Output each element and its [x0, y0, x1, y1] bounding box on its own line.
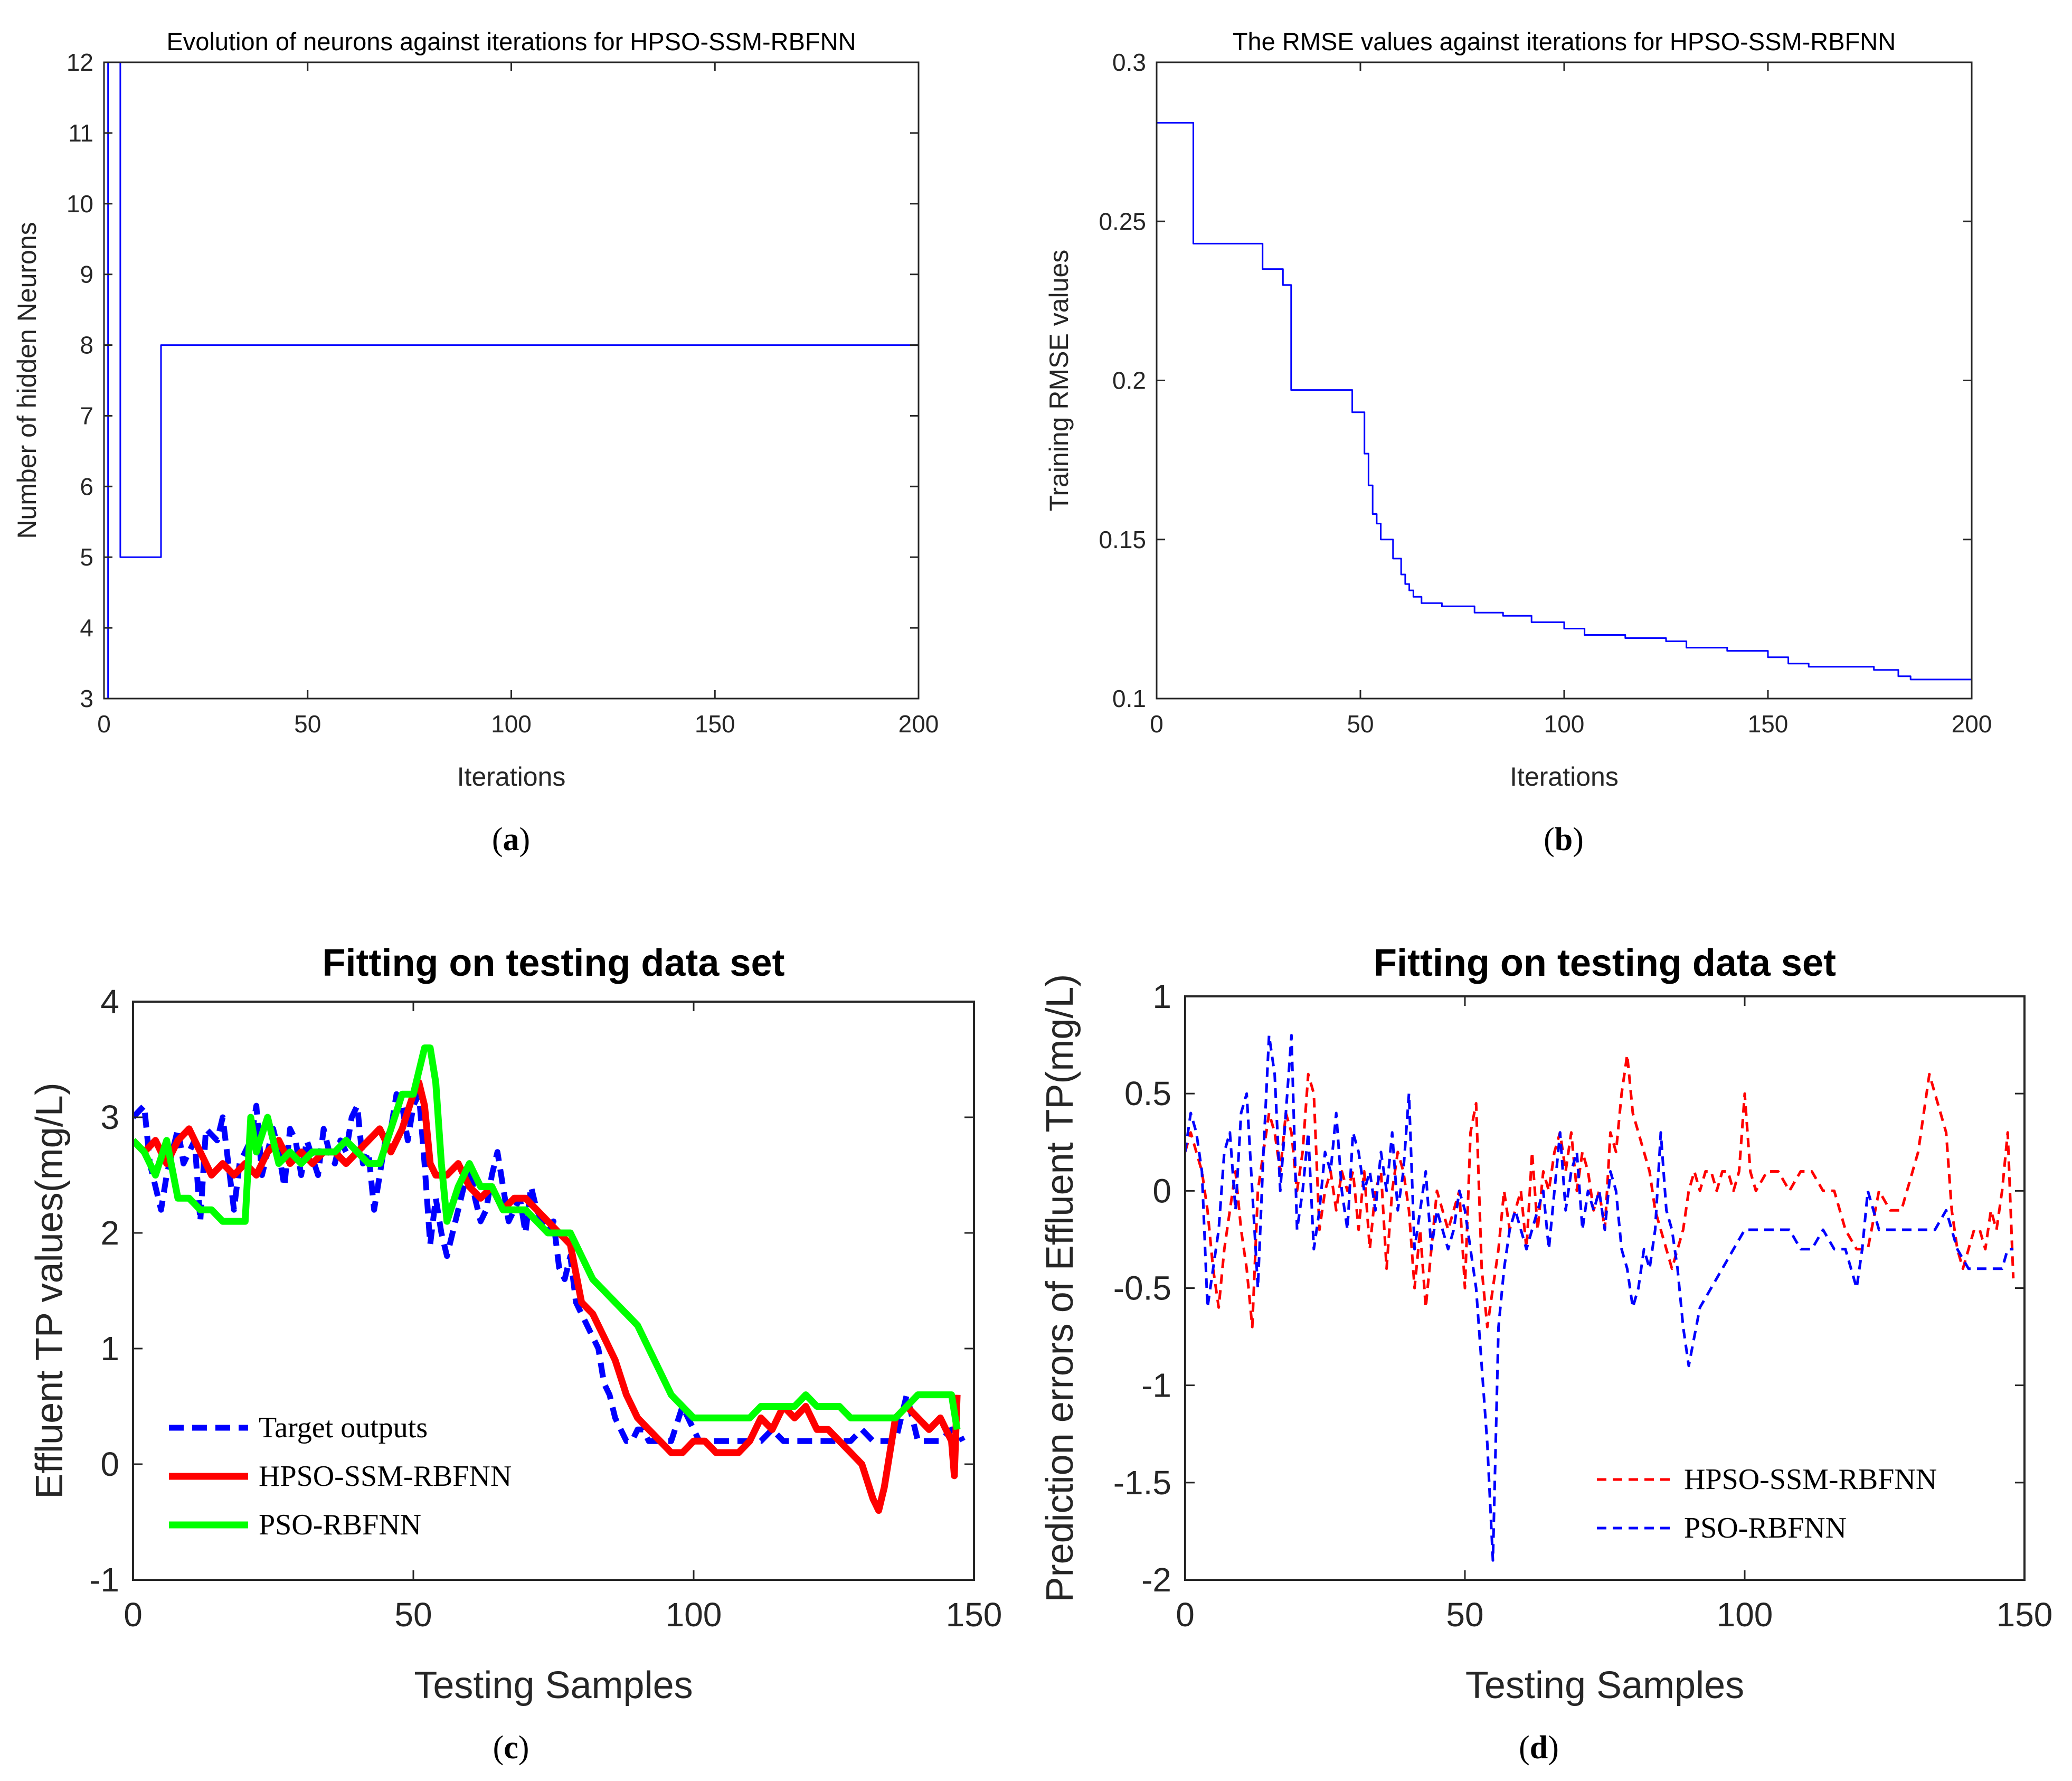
plot-area — [133, 1002, 974, 1580]
y-axis-label: Effluent TP values(mg/L) — [29, 1082, 71, 1499]
caption-close: ) — [519, 822, 531, 857]
x-axis-label: Iterations — [457, 762, 566, 791]
series-line-pso-rbfnn — [1185, 1034, 2013, 1562]
y-tick-label: 0.2 — [1112, 367, 1146, 394]
caption-open: ( — [492, 822, 503, 857]
panel-b-rmse-chart: 0 50 100 150 200 0.1 0.15 0.2 0.25 0.3 The RMSE va… — [1044, 27, 1992, 857]
y-tick-label: 4 — [100, 983, 119, 1021]
x-tick-label: 150 — [1748, 710, 1789, 738]
y-tick-label: 3 — [80, 685, 93, 712]
caption-letter: c — [504, 1730, 518, 1766]
caption-open: ( — [493, 1730, 504, 1766]
y-axis-label: Training RMSE values — [1044, 250, 1074, 512]
panel-caption: (a) — [492, 822, 530, 857]
x-tick-label: 50 — [294, 710, 321, 738]
x-tick-label: 150 — [695, 710, 735, 738]
y-tick-label: 0.15 — [1099, 526, 1146, 553]
legend-entry: PSO-RBFNN — [1684, 1512, 1847, 1544]
series-line-hpso-ssm-rbfnn — [133, 1079, 961, 1514]
y-axis-label: Prediction errors of Effluent TP(mg/L) — [1039, 974, 1081, 1603]
y-tick-label: -0.5 — [1113, 1269, 1171, 1307]
x-tick-label: 0 — [1176, 1596, 1195, 1634]
series-line-neurons — [107, 62, 919, 699]
plot-area — [1185, 996, 2024, 1580]
x-tick-label: 50 — [394, 1596, 432, 1634]
x-tick-label: 200 — [898, 710, 939, 738]
caption-close: ) — [1573, 822, 1584, 857]
y-tick-label: 4 — [80, 614, 93, 642]
panel-caption: (c) — [493, 1730, 529, 1766]
y-tick-label: 10 — [67, 190, 93, 218]
caption-open: ( — [1544, 822, 1555, 857]
y-tick-label: -2 — [1141, 1561, 1171, 1599]
y-tick-label: 0.5 — [1124, 1075, 1171, 1113]
x-axis-label: Testing Samples — [414, 1664, 693, 1707]
x-tick-label: 0 — [97, 710, 111, 738]
axes-frame — [132, 1001, 975, 1581]
panel-a-neurons-chart: 0 50 100 150 200 3 4 5 6 7 8 9 10 11 12 Evolution of ne… — [12, 27, 939, 857]
y-tick-label: 12 — [67, 49, 93, 76]
y-tick-label: 7 — [80, 402, 93, 429]
legend-entry: HPSO-SSM-RBFNN — [1684, 1463, 1937, 1496]
plot-area — [1157, 62, 1972, 699]
x-tick-label: 150 — [946, 1596, 1002, 1634]
y-tick-label: -1 — [89, 1561, 119, 1599]
series-line-rmse — [1157, 122, 1972, 681]
chart-title: Fitting on testing data set — [1374, 942, 1836, 984]
y-tick-label: 1 — [100, 1330, 119, 1368]
series-line-target-outputs — [133, 1091, 966, 1444]
caption-close: ) — [518, 1730, 529, 1766]
y-tick-label: 2 — [100, 1214, 119, 1252]
x-tick-label: 50 — [1446, 1596, 1483, 1634]
y-tick-label: 0.25 — [1099, 208, 1146, 235]
x-tick-label: 100 — [491, 710, 532, 738]
panel-caption: (b) — [1544, 822, 1584, 857]
y-tick-label: 9 — [80, 261, 93, 288]
y-tick-label: 11 — [68, 119, 93, 147]
y-tick-label: 3 — [100, 1098, 119, 1136]
y-axis-label: Number of hidden Neurons — [12, 222, 42, 539]
y-tick-label: 6 — [80, 473, 93, 500]
y-tick-label: -1 — [1141, 1367, 1171, 1405]
x-tick-label: 50 — [1347, 710, 1374, 738]
x-axis-label: Testing Samples — [1465, 1664, 1744, 1707]
y-tick-label: 5 — [80, 543, 93, 571]
x-axis-label: Iterations — [1510, 762, 1619, 791]
chart-title: Fitting on testing data set — [323, 942, 785, 984]
x-tick-label: 100 — [1544, 710, 1585, 738]
y-tick-label: 0.1 — [1112, 685, 1146, 712]
caption-letter: a — [503, 822, 519, 857]
y-tick-label: -1.5 — [1113, 1464, 1171, 1502]
x-tick-label: 0 — [124, 1596, 143, 1634]
legend-entry: Target outputs — [259, 1411, 428, 1444]
plot-area — [104, 62, 919, 699]
x-tick-label: 100 — [666, 1596, 722, 1634]
y-tick-label: 8 — [80, 332, 93, 359]
legend-entry: PSO-RBFNN — [259, 1509, 421, 1541]
legend-entry: HPSO-SSM-RBFNN — [259, 1460, 512, 1493]
x-tick-label: 150 — [1997, 1596, 2053, 1634]
panel-d-error-chart: 0 50 100 150 -2 -1.5 -1 -0.5 0 0.5 1 Fitting on tes… — [1039, 942, 2052, 1766]
caption-open: ( — [1519, 1730, 1530, 1766]
caption-letter: b — [1555, 822, 1573, 857]
x-tick-label: 100 — [1717, 1596, 1773, 1634]
x-tick-label: 0 — [1150, 710, 1163, 738]
series-line-pso-rbfnn — [133, 1044, 961, 1430]
caption-letter: d — [1530, 1730, 1548, 1766]
y-tick-label: 1 — [1152, 977, 1171, 1015]
y-tick-label: 0 — [1152, 1172, 1171, 1210]
y-tick-label: 0.3 — [1112, 49, 1146, 76]
caption-close: ) — [1548, 1730, 1559, 1766]
panel-caption: (d) — [1519, 1730, 1559, 1766]
x-tick-label: 200 — [1952, 710, 1992, 738]
chart-title: Evolution of neurons against iterations … — [166, 27, 856, 55]
chart-title: The RMSE values against iterations for H… — [1233, 27, 1896, 55]
y-tick-label: 0 — [100, 1445, 119, 1483]
